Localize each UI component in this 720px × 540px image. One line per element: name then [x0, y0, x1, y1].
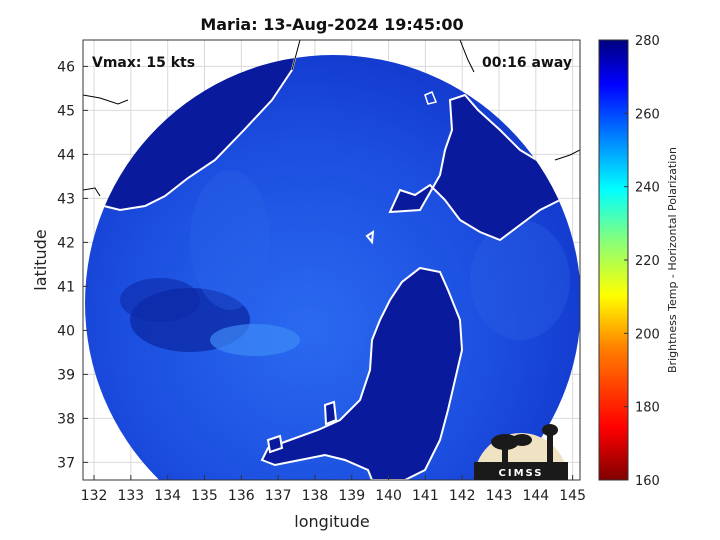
- x-tick-label: 136: [228, 488, 255, 504]
- satellite-dish-icon: [491, 434, 532, 462]
- colorbar-tick-label: 200: [635, 327, 660, 342]
- y-tick-label: 41: [57, 279, 75, 295]
- y-axis-label: latitude: [31, 229, 50, 290]
- axes-box: [82, 39, 581, 481]
- colorbar-tick-label: 220: [635, 254, 660, 269]
- x-tick-label: 144: [522, 488, 549, 504]
- y-tick-label: 43: [57, 191, 75, 207]
- y-tick-label: 45: [57, 103, 75, 119]
- y-tick-label: 37: [57, 455, 75, 471]
- colorbar-tick-label: 260: [635, 107, 660, 122]
- x-tick-label: 135: [191, 488, 218, 504]
- x-tick-label: 142: [449, 488, 476, 504]
- colorbar-ticks: 160 180 200 220 240 260 280: [624, 34, 660, 489]
- x-tick-label: 140: [375, 488, 402, 504]
- x-tick-label: 132: [81, 488, 108, 504]
- y-tick-label: 46: [57, 59, 75, 75]
- colorbar-tick-label: 160: [635, 474, 660, 489]
- y-tick-label: 42: [57, 235, 75, 251]
- cimss-logo: CIMSS: [474, 424, 568, 480]
- x-axis-ticks: 132 133 134 135 136 137 138 139 140 141 142 143 144 1…: [81, 475, 586, 504]
- x-tick-label: 137: [265, 488, 292, 504]
- x-tick-label: 134: [154, 488, 181, 504]
- colorbar-tick-label: 240: [635, 181, 660, 196]
- x-tick-label: 143: [486, 488, 513, 504]
- colorbar-tick-label: 180: [635, 401, 660, 416]
- colorbar-tick-label: 280: [635, 34, 660, 49]
- x-axis-label: longitude: [294, 512, 369, 531]
- colorbar-label: Brightness Temp - Horizontal Polarizatio…: [666, 147, 679, 373]
- time-away-label: 00:16 away: [482, 55, 572, 71]
- x-tick-label: 145: [559, 488, 586, 504]
- y-tick-label: 44: [57, 147, 75, 163]
- y-tick-label: 40: [57, 323, 75, 339]
- x-tick-label: 138: [302, 488, 329, 504]
- colorbar: [598, 39, 629, 481]
- y-tick-label: 39: [57, 367, 75, 383]
- plot-title: Maria: 13-Aug-2024 19:45:00: [200, 15, 463, 34]
- x-tick-label: 133: [117, 488, 144, 504]
- vmax-label: Vmax: 15 kts: [92, 55, 195, 71]
- x-tick-label: 141: [412, 488, 439, 504]
- y-axis-ticks: 37 38 39 40 41 42 43 44 45 46: [57, 59, 88, 471]
- y-tick-label: 38: [57, 411, 75, 427]
- water-tower-icon: [542, 424, 558, 462]
- x-tick-label: 139: [338, 488, 365, 504]
- logo-text: CIMSS: [499, 468, 544, 479]
- land-honshu: [260, 266, 464, 480]
